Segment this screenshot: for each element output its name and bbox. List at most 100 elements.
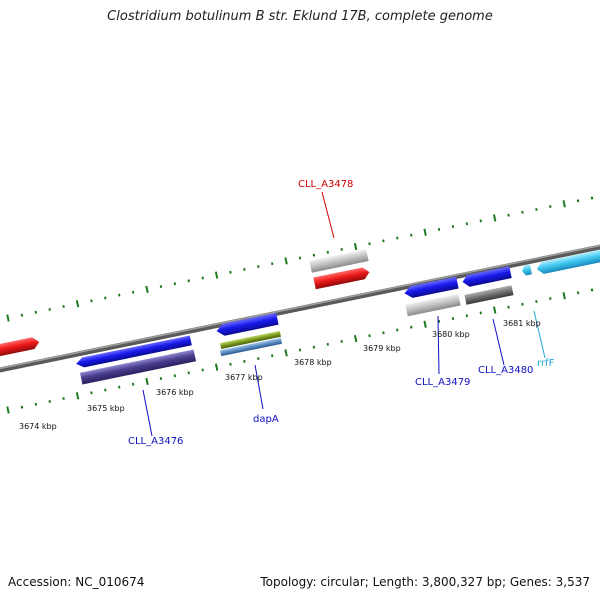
minor-tick: [201, 368, 204, 372]
minor-tick: [104, 296, 107, 300]
major-tick: [284, 257, 288, 265]
major-tick: [75, 300, 80, 308]
kbp-label: 3676 kbp: [156, 388, 194, 397]
genome-summary: Topology: circular; Length: 3,800,327 bp…: [260, 575, 590, 589]
feature-cll-a3478-red[interactable]: [313, 266, 370, 290]
minor-tick: [34, 310, 38, 314]
feature-red-left[interactable]: [0, 336, 40, 358]
minor-tick: [507, 305, 510, 309]
major-tick: [214, 363, 219, 371]
minor-tick: [382, 331, 385, 335]
kbp-label: 3679 kbp: [363, 344, 401, 353]
minor-tick: [48, 307, 51, 311]
label-cll-a3480[interactable]: CLL_A3480: [478, 365, 533, 376]
major-tick: [353, 334, 358, 343]
kbp-label: 3674 kbp: [19, 422, 57, 431]
minor-tick: [187, 279, 191, 283]
minor-tick: [20, 405, 24, 409]
minor-tick: [117, 385, 121, 389]
label-cll-a3479[interactable]: CLL_A3479: [415, 377, 470, 388]
major-tick: [562, 200, 566, 208]
minor-tick: [340, 247, 343, 251]
minor-tick: [535, 207, 538, 211]
minor-tick: [257, 265, 260, 269]
feature-cll-a3478-gray[interactable]: [309, 249, 369, 273]
minor-tick: [173, 374, 177, 378]
feature-cll-a3476-purple[interactable]: [79, 349, 197, 385]
minor-tick: [507, 213, 510, 217]
minor-tick: [131, 290, 135, 294]
major-tick: [145, 285, 149, 294]
minor-tick: [229, 362, 232, 366]
minor-tick: [257, 357, 260, 361]
minor-tick: [159, 377, 163, 381]
feature-cll-a3479-gray[interactable]: [405, 293, 461, 317]
minor-tick: [549, 297, 552, 301]
minor-tick: [340, 339, 343, 343]
major-tick: [423, 320, 427, 328]
label-rrff[interactable]: rrfF: [537, 358, 555, 369]
major-tick: [492, 214, 497, 222]
minor-tick: [549, 205, 552, 209]
minor-tick: [521, 302, 524, 306]
feature-cll-a3476-blue[interactable]: [75, 335, 192, 368]
major-tick: [75, 392, 80, 400]
feature-dapa-olive[interactable]: [220, 330, 281, 349]
minor-tick: [298, 256, 302, 260]
minor-tick: [312, 253, 316, 257]
minor-tick: [159, 285, 163, 289]
minor-tick: [368, 242, 371, 246]
minor-tick: [590, 288, 594, 292]
minor-tick: [409, 233, 413, 237]
major-tick: [562, 292, 566, 300]
minor-tick: [479, 311, 483, 315]
minor-tick: [535, 299, 538, 303]
kbp-label: 3675 kbp: [87, 404, 125, 413]
minor-tick: [576, 199, 580, 203]
minor-tick: [20, 313, 24, 317]
major-tick: [284, 349, 288, 357]
minor-tick: [62, 305, 65, 309]
minor-tick: [201, 276, 204, 280]
minor-tick: [270, 262, 274, 266]
minor-tick: [465, 314, 469, 318]
minor-tick: [451, 317, 455, 321]
minor-tick: [229, 270, 232, 274]
label-connectors: [142, 191, 546, 437]
major-tick: [6, 314, 10, 322]
minor-tick: [117, 293, 121, 297]
label-cll-a3476[interactable]: CLL_A3476: [128, 436, 183, 447]
feature-cll-a3480-blue[interactable]: [461, 266, 512, 288]
minor-tick: [131, 382, 135, 386]
label-cll-a3478[interactable]: CLL_A3478: [298, 179, 353, 190]
major-tick: [492, 306, 497, 314]
minor-tick: [465, 222, 469, 226]
minor-tick: [312, 345, 316, 349]
minor-tick: [270, 354, 274, 358]
minor-tick: [590, 196, 594, 200]
kbp-label: 3681 kbp: [503, 319, 541, 328]
kbp-label: 3677 kbp: [225, 373, 263, 382]
kbp-label: 3680 kbp: [432, 330, 470, 339]
minor-tick: [382, 239, 385, 243]
feature-cll-a3480-darkgray[interactable]: [464, 285, 514, 305]
feature-cll-a3479-blue[interactable]: [403, 276, 459, 300]
feature-dapa-blue[interactable]: [215, 312, 279, 337]
minor-tick: [451, 225, 455, 229]
minor-tick: [396, 328, 399, 332]
feature-cyan-right[interactable]: [536, 248, 600, 275]
minor-tick: [48, 399, 51, 403]
feature-dapa-steel[interactable]: [220, 337, 282, 357]
label-dapa[interactable]: dapA: [253, 414, 279, 425]
feature-rrff-cyan[interactable]: [521, 264, 532, 276]
map-title: Clostridium botulinum B str. Eklund 17B,…: [107, 9, 493, 24]
minor-tick: [243, 267, 246, 271]
minor-tick: [479, 219, 483, 223]
major-tick: [6, 406, 10, 414]
minor-tick: [298, 348, 302, 352]
major-tick: [145, 377, 149, 386]
minor-tick: [326, 250, 330, 254]
minor-tick: [326, 342, 330, 346]
